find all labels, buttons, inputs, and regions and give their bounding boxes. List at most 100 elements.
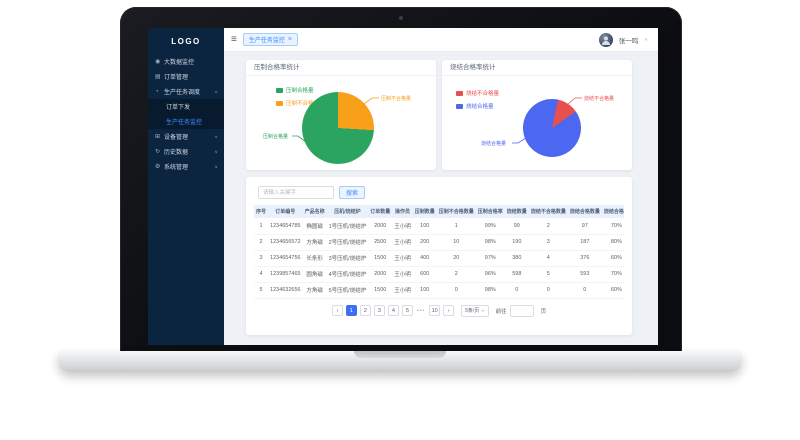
table-cell: 2000	[368, 218, 393, 235]
table-cell: 5	[528, 266, 568, 283]
column-header: 操作员	[392, 205, 413, 218]
search-button[interactable]: 搜索	[339, 186, 366, 199]
table-row[interactable]: 3 1234654756 长条形 3号压机/烧结炉 1500 王小明 400 20 97% 380…	[254, 250, 624, 267]
table-cell: 长条形	[302, 250, 327, 267]
table-cell: 97%	[475, 250, 505, 267]
column-header: 烧结数量	[504, 205, 529, 218]
callout-label: 压制合格量	[263, 134, 289, 140]
table-cell: 96%	[475, 266, 505, 283]
table-cell: 王小明	[392, 218, 413, 235]
next-page-button[interactable]: ›	[443, 305, 455, 316]
chevron-down-icon: ∨	[214, 134, 218, 139]
table-row[interactable]: 5 1234632656 方角磁 5号压机/烧结炉 1500 王小明 100 0 98% 0 0 0 6…	[254, 282, 624, 299]
legend-item[interactable]: 烧结不合格量	[456, 89, 499, 97]
legend-item[interactable]: 烧结合格量	[456, 102, 499, 110]
last-page-button[interactable]: 10	[429, 305, 441, 316]
pie-graphic[interactable]	[302, 92, 374, 164]
legend-label: 烧结合格量	[466, 104, 494, 110]
sidebar-item[interactable]: ◉ 大数据监控	[148, 54, 224, 69]
sidebar-item[interactable]: 订单下发	[148, 99, 224, 114]
sidebar-item[interactable]: ⊞ 设备管理 ∨	[148, 129, 224, 144]
sidebar-item[interactable]: ◔ 生产任务调度 ∧	[148, 84, 224, 99]
prev-page-button[interactable]: ‹	[331, 305, 343, 316]
table-cell: 60%	[601, 250, 624, 267]
table-cell: 0	[436, 282, 476, 299]
jump-suffix: 页	[540, 308, 547, 315]
table-cell: 4	[254, 266, 269, 283]
table-cell: 3	[254, 250, 269, 267]
table-cell: 1234656572	[268, 234, 303, 251]
chart-legend: 烧结不合格量 烧结合格量	[456, 89, 499, 110]
logo: LOGO	[171, 36, 201, 46]
table-cell: 1234654756	[268, 250, 303, 267]
table-cell: 4	[528, 250, 568, 267]
chart-legend: 压制合格量压制不合格量	[276, 86, 319, 107]
more-pages-icon[interactable]: •••	[416, 307, 426, 314]
table-wrap: 序号 订单编号 产品名称 压机/烧结炉 订单数量 操作员 压制数量 压制不合格数量 压制合格率烧…	[254, 205, 624, 299]
column-header: 压机/烧结炉	[326, 205, 369, 218]
table-cell: 20	[436, 250, 476, 267]
sidebar: LOGO ◉ 大数据监控 ▤ 订单管理 ◔ 生产任务调度 ∧ 订单下发生产任务监控 ⊞ 设备管理 ∨…	[148, 28, 224, 345]
laptop-base	[58, 351, 742, 372]
page-button[interactable]: 2	[359, 305, 371, 316]
webcam-icon	[399, 16, 403, 20]
sidebar-item[interactable]: ↻ 历史数据 ∨	[148, 144, 224, 159]
column-header: 订单编号	[268, 205, 303, 218]
table-cell: 598	[504, 266, 529, 283]
table-cell: 600	[412, 266, 437, 283]
sidebar-item[interactable]: ⚙ 系统管理 ∨	[148, 159, 224, 174]
pressing-chart-card: 压制合格率统计 压制合格量压制不合格量 压制不合格量 压制合格量	[246, 60, 436, 170]
close-icon[interactable]: ×	[287, 36, 292, 43]
chart-title: 压制合格率统计	[246, 60, 436, 76]
topbar: ≡ 生产任务监控 × 张一鸣 ∨	[224, 28, 658, 52]
table-cell: 2000	[368, 266, 393, 283]
sidebar-item-label: 系统管理	[164, 165, 189, 171]
page-tag[interactable]: 生产任务监控 ×	[242, 33, 298, 46]
sidebar-item[interactable]: 生产任务监控	[148, 114, 224, 129]
page-size-select[interactable]: 5条/页 ∨	[461, 304, 489, 317]
avatar[interactable]	[598, 32, 613, 47]
table-cell: 1号压机/烧结炉	[326, 218, 369, 235]
table-cell: 0	[567, 282, 602, 299]
table-cell: 1234654785	[268, 218, 303, 235]
table-cell: 187	[567, 234, 602, 251]
pie-graphic[interactable]	[523, 99, 581, 157]
legend-item[interactable]: 压制不合格量	[276, 99, 319, 107]
search-row: 搜索	[258, 185, 624, 200]
table-cell: 5	[254, 282, 269, 299]
table-cell: 0	[504, 282, 529, 299]
legend-item[interactable]: 压制合格量	[276, 86, 319, 94]
table-cell: 椭圆磁	[302, 218, 327, 235]
username[interactable]: 张一鸣	[618, 37, 639, 45]
table-row[interactable]: 2 1234656572 方角磁 2号压机/烧结炉 2500 王小明 200 10 98% 190…	[254, 234, 624, 251]
page-button[interactable]: 5	[401, 305, 413, 316]
page-button[interactable]: 3	[373, 305, 385, 316]
device-icon: ⊞	[155, 134, 161, 140]
table-row[interactable]: 4 1239857465 圆角磁 4号压机/烧结炉 2000 王小明 600 2 96% 598 5…	[254, 266, 624, 283]
sidebar-item-label: 订单下发	[166, 105, 191, 111]
table-header-row: 序号 订单编号 产品名称 压机/烧结炉 订单数量 操作员 压制数量 压制不合格数量 压制合格率烧…	[254, 205, 624, 218]
page-button[interactable]: 1	[345, 305, 357, 316]
table-row[interactable]: 1 1234654785 椭圆磁 1号压机/烧结炉 2000 王小明 100 1 99% 99 2 9…	[254, 218, 624, 235]
table-cell: 5号压机/烧结炉	[326, 282, 369, 299]
pressing-pie-chart: 压制合格量压制不合格量 压制不合格量 压制合格量	[246, 76, 436, 169]
table-cell: 376	[567, 250, 602, 267]
table-cell: 2500	[368, 234, 393, 251]
jump-page-input[interactable]	[509, 304, 534, 317]
orders-table: 序号 订单编号 产品名称 压机/烧结炉 订单数量 操作员 压制数量 压制不合格数量 压制合格率烧…	[254, 205, 624, 299]
sidebar-item-label: 订单管理	[164, 75, 189, 81]
laptop-screen-bezel: LOGO ◉ 大数据监控 ▤ 订单管理 ◔ 生产任务调度 ∧ 订单下发生产任务监控 ⊞ 设备管理 ∨…	[120, 7, 682, 352]
collapse-menu-icon[interactable]: ≡	[231, 33, 237, 45]
legend-label: 压制合格量	[286, 88, 314, 94]
search-input[interactable]	[258, 186, 334, 199]
page-button[interactable]: 4	[387, 305, 399, 316]
column-header: 压制合格率	[475, 205, 505, 218]
table-cell: 3号压机/烧结炉	[326, 250, 369, 267]
sidebar-item[interactable]: ▤ 订单管理	[148, 69, 224, 84]
column-header: 烧结不合格数量	[528, 205, 568, 218]
history-icon: ↻	[155, 149, 161, 155]
page-size-value: 5条/页	[465, 308, 480, 314]
chevron-down-icon[interactable]: ∨	[644, 37, 648, 42]
table-cell: 380	[504, 250, 529, 267]
